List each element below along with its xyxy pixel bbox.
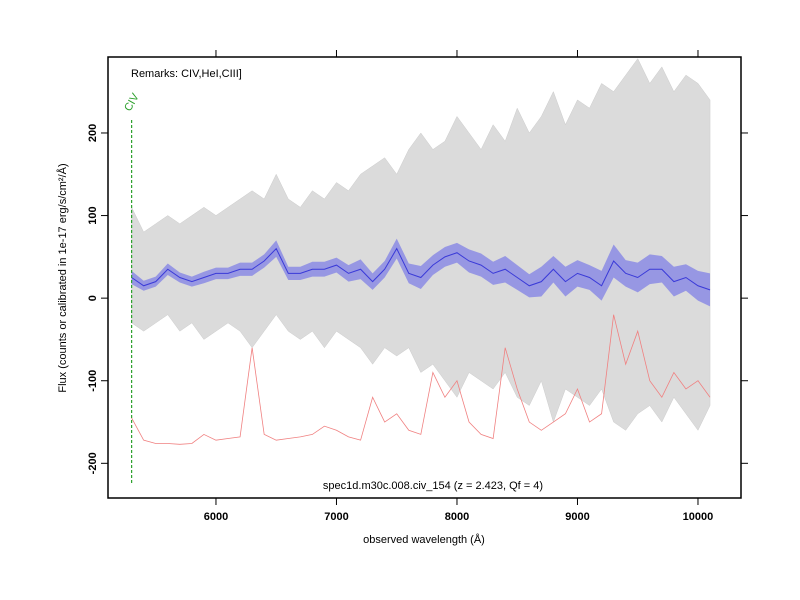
y-tick-label: 200: [87, 124, 99, 142]
plot-frame: [107, 56, 742, 499]
x-tick-label: 7000: [324, 511, 348, 523]
x-tick-label: 10000: [683, 511, 714, 523]
smoothed-band: [131, 238, 711, 307]
y-tick-label: 100: [87, 206, 99, 224]
x-axis-label: observed wavelength (Å): [363, 533, 485, 546]
caption: spec1d.m30c.008.civ_154 (z = 2.423, Qf =…: [323, 480, 543, 492]
y-tick-label: -100: [87, 370, 99, 392]
x-tick-label: 8000: [445, 511, 469, 523]
annotation: Remarks: CIV,HeI,CIII]: [131, 68, 242, 80]
flux-range: [131, 58, 711, 431]
x-tick-label: 6000: [204, 511, 228, 523]
feature-label: CIV: [122, 91, 142, 113]
smoothed-line: [131, 247, 711, 291]
noise-line: [131, 314, 711, 445]
y-tick-label: 0: [87, 295, 99, 301]
y-tick-label: -200: [87, 452, 99, 474]
x-tick-label: 9000: [565, 511, 589, 523]
y-axis-label: Flux (counts or calibrated in 1e-17 erg/…: [56, 163, 69, 392]
